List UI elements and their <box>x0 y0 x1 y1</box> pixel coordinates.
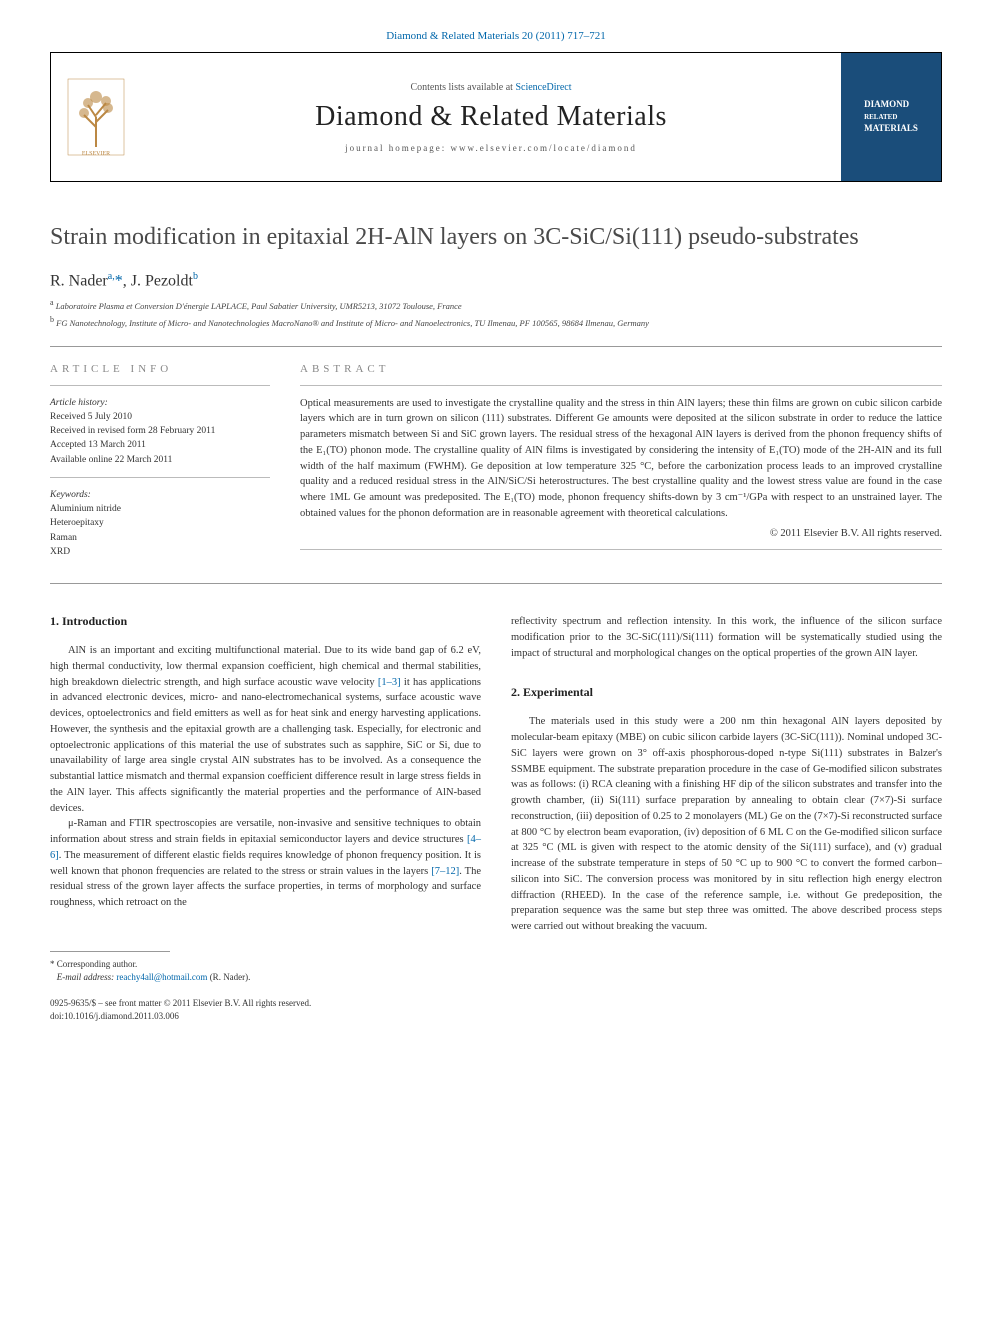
section-2-para-1: The materials used in this study were a … <box>511 714 942 935</box>
keyword-1: Aluminium nitride <box>50 504 121 514</box>
affil-a-sup: a <box>50 298 54 307</box>
s1p2-b: . The measurement of different elastic f… <box>50 850 481 877</box>
elsevier-tree-logo: ELSEVIER <box>66 77 126 157</box>
contents-prefix: Contents lists available at <box>410 82 515 93</box>
accepted-date: Accepted 13 March 2011 <box>50 440 146 450</box>
body-two-column: 1. Introduction AlN is an important and … <box>50 614 942 1022</box>
keywords-block: Keywords: Aluminium nitride Heteroepitax… <box>50 488 270 559</box>
s1p2-a: μ-Raman and FTIR spectroscopies are vers… <box>50 818 481 845</box>
top-journal-link[interactable]: Diamond & Related Materials 20 (2011) 71… <box>50 30 942 42</box>
email-link[interactable]: reachy4all@hotmail.com <box>116 972 207 982</box>
homepage-line: journal homepage: www.elsevier.com/locat… <box>345 143 637 153</box>
received-date: Received 5 July 2010 <box>50 412 132 422</box>
affil-a-text: Laboratoire Plasma et Conversion D'énerg… <box>56 300 462 310</box>
header-center: Contents lists available at ScienceDirec… <box>141 53 841 181</box>
abstract-divider-top <box>300 385 942 386</box>
section-1-para-1: AlN is an important and exciting multifu… <box>50 643 481 816</box>
author-1[interactable]: R. Nader <box>50 273 108 290</box>
keyword-3: Raman <box>50 533 77 543</box>
affil-b-text: FG Nanotechnology, Institute of Micro- a… <box>56 318 649 328</box>
author-2-affil: b <box>193 271 198 282</box>
s1p1-b: it has applications in advanced electron… <box>50 677 481 814</box>
publisher-logo-cell: ELSEVIER <box>51 53 141 181</box>
section-1-para-2-cont: reflectivity spectrum and reflection int… <box>511 614 942 661</box>
affiliation-b: b FG Nanotechnology, Institute of Micro-… <box>50 314 942 330</box>
section-1-heading: 1. Introduction <box>50 614 481 629</box>
sciencedirect-link[interactable]: ScienceDirect <box>515 82 571 93</box>
cover-line3: MATERIALS <box>864 123 918 133</box>
authors: R. Nadera,*, J. Pezoldtb <box>50 271 942 290</box>
article-history: Article history: Received 5 July 2010 Re… <box>50 396 270 467</box>
keywords-head: Keywords: <box>50 490 91 500</box>
issn-line: 0925-9635/$ – see front matter © 2011 El… <box>50 998 311 1008</box>
homepage-prefix: journal homepage: <box>345 143 450 153</box>
corr-marker-text: * Corresponding author. <box>50 959 137 969</box>
journal-cover: DIAMOND RELATED MATERIALS <box>841 53 941 181</box>
homepage-url[interactable]: www.elsevier.com/locate/diamond <box>451 143 637 153</box>
keyword-4: XRD <box>50 547 70 557</box>
journal-header: ELSEVIER Contents lists available at Sci… <box>50 52 942 182</box>
footnote-rule <box>50 951 170 952</box>
author-2[interactable]: J. Pezoldt <box>131 273 193 290</box>
cover-text: DIAMOND RELATED MATERIALS <box>864 99 918 134</box>
abstract-copyright: © 2011 Elsevier B.V. All rights reserved… <box>300 528 942 539</box>
body-column-right: reflectivity spectrum and reflection int… <box>511 614 942 1022</box>
affil-b-sup: b <box>50 315 54 324</box>
online-date: Available online 22 March 2011 <box>50 455 172 465</box>
divider-top <box>50 346 942 347</box>
info-divider-2 <box>50 477 270 478</box>
cover-line2: RELATED <box>864 113 897 121</box>
contents-line: Contents lists available at ScienceDirec… <box>410 82 571 93</box>
svg-text:ELSEVIER: ELSEVIER <box>82 151 110 157</box>
author-sep: , <box>123 273 131 290</box>
revised-date: Received in revised form 28 February 201… <box>50 426 215 436</box>
email-suffix: (R. Nader). <box>207 972 250 982</box>
article-info-column: ARTICLE INFO Article history: Received 5… <box>50 363 270 564</box>
keyword-2: Heteroepitaxy <box>50 518 104 528</box>
ref-7-12[interactable]: [7–12] <box>431 866 459 877</box>
email-label: E-mail address: <box>57 972 117 982</box>
ref-1-3[interactable]: [1–3] <box>378 677 401 688</box>
affiliation-a: a Laboratoire Plasma et Conversion D'éne… <box>50 297 942 313</box>
corresponding-footnote: * Corresponding author. E-mail address: … <box>50 958 481 985</box>
section-2-heading: 2. Experimental <box>511 685 942 700</box>
info-divider-1 <box>50 385 270 386</box>
divider-mid <box>50 583 942 584</box>
doi-line[interactable]: doi:10.1016/j.diamond.2011.03.006 <box>50 1011 179 1021</box>
info-abstract-row: ARTICLE INFO Article history: Received 5… <box>50 363 942 564</box>
author-1-affil: a, <box>108 271 115 282</box>
footer-block: * Corresponding author. E-mail address: … <box>50 941 481 1022</box>
cover-line1: DIAMOND <box>864 99 909 109</box>
abstract-label: ABSTRACT <box>300 363 942 375</box>
history-head: Article history: <box>50 398 108 408</box>
section-1-para-2: μ-Raman and FTIR spectroscopies are vers… <box>50 816 481 911</box>
article-title: Strain modification in epitaxial 2H-AlN … <box>50 222 942 253</box>
corresponding-marker: * <box>115 273 123 290</box>
body-column-left: 1. Introduction AlN is an important and … <box>50 614 481 1022</box>
abstract-divider-bottom <box>300 549 942 550</box>
abstract-text: Optical measurements are used to investi… <box>300 396 942 522</box>
issn-block: 0925-9635/$ – see front matter © 2011 El… <box>50 997 481 1022</box>
abstract-column: ABSTRACT Optical measurements are used t… <box>300 363 942 564</box>
article-info-label: ARTICLE INFO <box>50 363 270 375</box>
journal-name: Diamond & Related Materials <box>315 101 667 133</box>
